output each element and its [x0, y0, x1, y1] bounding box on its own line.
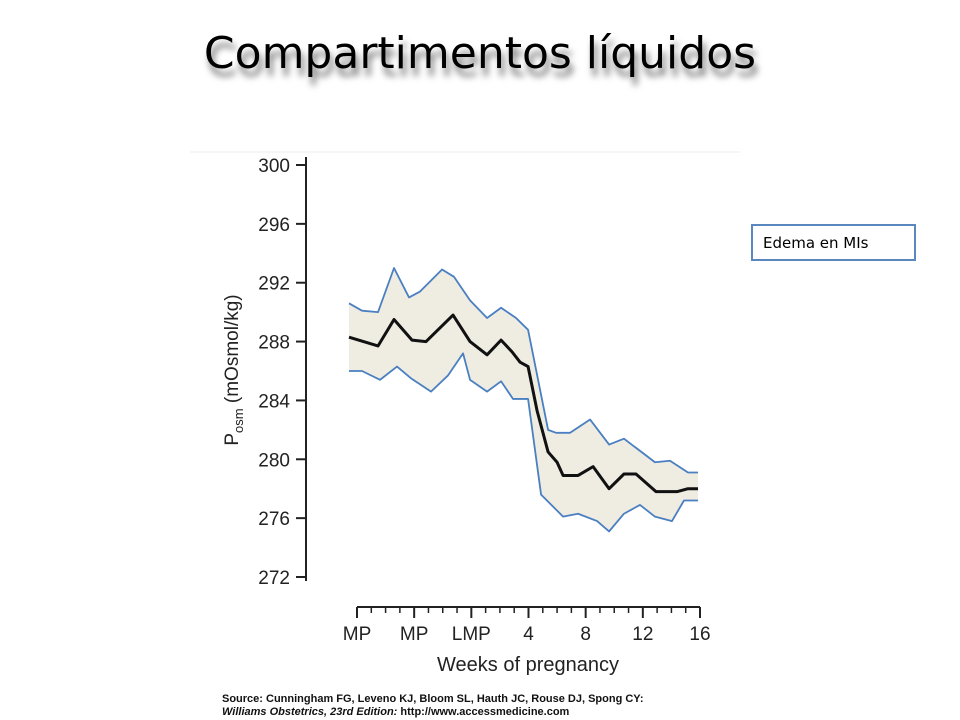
y-tick-label: 280	[258, 450, 290, 471]
y-tick-label: 296	[258, 215, 290, 236]
slide-title: Compartimentos líquidos	[203, 28, 757, 79]
x-tick-label: 16	[689, 624, 710, 645]
band-fill	[348, 268, 698, 532]
x-tick-label: 12	[632, 624, 653, 645]
source-line: Source: Cunningham FG, Leveno KJ, Bloom …	[222, 693, 644, 705]
plot: 272 276 280 284 288 292 296 300 MP MP LMP 4 8 12 16	[258, 156, 710, 645]
x-tick-label: MP	[400, 624, 429, 645]
y-tick-label: 300	[258, 156, 290, 177]
y-label-base: P	[222, 433, 243, 446]
x-axis-label: Weeks of pregnancy	[437, 654, 619, 676]
y-label-rest: (mOsmol/kg)	[222, 294, 243, 408]
x-tick-label: MP	[343, 624, 372, 645]
x-tick-label: 8	[580, 624, 591, 645]
y-tick-label: 284	[258, 391, 290, 412]
band-edge	[348, 352, 698, 533]
y-tick-label: 272	[258, 568, 290, 589]
y-label-sub: osm	[231, 408, 246, 433]
mean-line	[348, 313, 698, 494]
note-box: Edema en MIs	[751, 224, 916, 261]
source-book: Williams Obstetrics, 23rd Edition:	[222, 706, 398, 718]
y-tick-label: 292	[258, 274, 290, 295]
y-axis-label: Posm (mOsmol/kg)	[222, 294, 246, 445]
y-tick-label: 276	[258, 509, 290, 530]
y-tick-label: 288	[258, 333, 290, 354]
x-tick-label: LMP	[452, 624, 491, 645]
x-tick-label: 4	[523, 624, 534, 645]
source: Source: Cunningham FG, Leveno KJ, Bloom …	[222, 693, 644, 719]
source-line: Williams Obstetrics, 23rd Edition: http:…	[222, 706, 644, 719]
source-url: http://www.accessmedicine.com	[400, 706, 570, 718]
band-edge	[348, 267, 698, 474]
